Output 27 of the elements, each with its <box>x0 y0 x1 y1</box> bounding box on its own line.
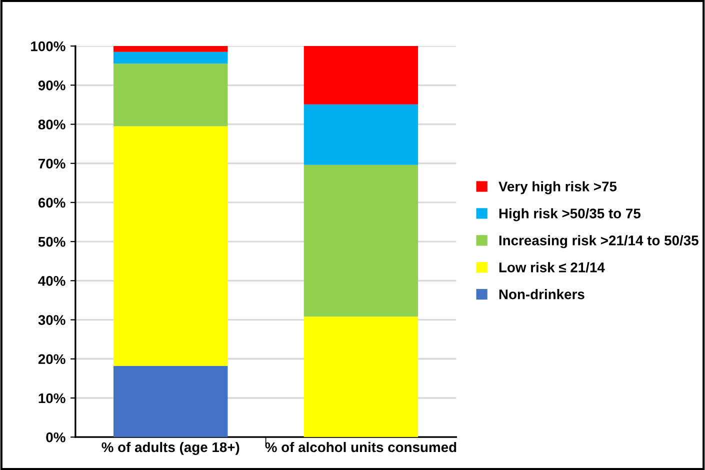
y-tick-label: 60% <box>38 198 66 208</box>
bar <box>114 46 228 52</box>
legend-label: Very high risk >75 <box>498 181 617 194</box>
legend-label: Increasing risk >21/14 to 50/35 <box>499 235 698 248</box>
y-tick-label: 30% <box>38 315 66 325</box>
y-tick-label: 20% <box>38 354 66 364</box>
y-tick-label: 90% <box>38 80 66 90</box>
bar <box>304 46 418 104</box>
y-tick-label: 80% <box>38 120 66 130</box>
bar <box>304 104 418 165</box>
legend-label: Low risk ≤ 21/14 <box>499 262 605 272</box>
y-tick-label: 70% <box>38 158 66 169</box>
bar <box>114 126 228 366</box>
x-tick-label: % of adults (age 18+) <box>102 442 240 455</box>
y-tick-label: 100% <box>31 41 66 52</box>
bar <box>304 316 418 438</box>
bar <box>114 52 228 64</box>
bar <box>114 64 228 126</box>
y-tick-label: 0% <box>46 432 66 442</box>
legend-label: Non-drinkers <box>499 289 584 300</box>
y-tick-label: 50% <box>38 236 66 247</box>
x-tick-label: % of alcohol units consumed <box>265 442 456 452</box>
bar <box>304 164 418 317</box>
y-tick-label: 10% <box>38 393 66 404</box>
y-tick-label: 40% <box>38 276 66 286</box>
bar <box>114 366 228 438</box>
legend-label: High risk >50/35 to 75 <box>499 208 641 222</box>
